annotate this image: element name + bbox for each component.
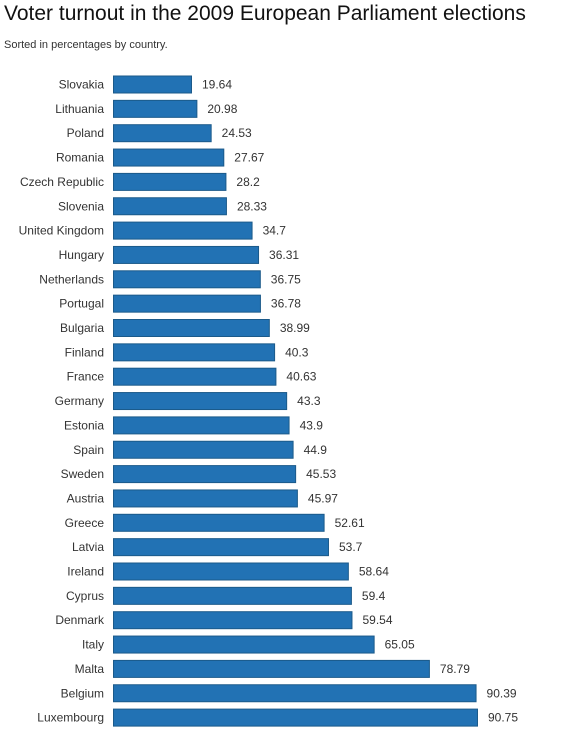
bar bbox=[113, 659, 430, 678]
category-label: Germany bbox=[55, 394, 104, 408]
category-label: Estonia bbox=[64, 418, 104, 432]
category-label: Netherlands bbox=[39, 272, 104, 286]
bar bbox=[113, 197, 227, 216]
category-label: Cyprus bbox=[66, 589, 104, 603]
value-label: 44.9 bbox=[304, 443, 328, 457]
category-label: Luxembourg bbox=[37, 711, 104, 725]
value-label: 45.53 bbox=[306, 467, 336, 481]
bar bbox=[113, 513, 325, 532]
bar bbox=[113, 270, 261, 289]
value-label: 36.78 bbox=[271, 297, 301, 311]
value-label: 34.7 bbox=[263, 224, 287, 238]
category-label: Czech Republic bbox=[20, 175, 104, 189]
bar bbox=[113, 708, 478, 727]
value-label: 43.9 bbox=[300, 418, 324, 432]
bar bbox=[113, 440, 294, 459]
category-label: Sweden bbox=[61, 467, 104, 481]
value-label: 27.67 bbox=[234, 151, 264, 165]
bar bbox=[113, 392, 288, 411]
value-label: 38.99 bbox=[280, 321, 310, 335]
category-label: Latvia bbox=[72, 540, 104, 554]
bar bbox=[113, 343, 276, 362]
category-label: Belgium bbox=[61, 686, 104, 700]
value-label: 40.63 bbox=[286, 370, 316, 384]
bar bbox=[113, 684, 477, 703]
bar bbox=[113, 172, 227, 191]
value-label: 59.54 bbox=[362, 613, 392, 627]
category-label: Portugal bbox=[59, 297, 104, 311]
bar bbox=[113, 99, 198, 118]
value-label: 65.05 bbox=[385, 638, 415, 652]
bar bbox=[113, 635, 375, 654]
bars-group: Slovakia 19.64 Lithuania 20.98 Poland 24.53 Ro… bbox=[19, 75, 518, 727]
value-label: 20.98 bbox=[207, 102, 237, 116]
category-label: Spain bbox=[73, 443, 104, 457]
value-label: 28.33 bbox=[237, 199, 267, 213]
category-label: Denmark bbox=[55, 613, 105, 627]
bar bbox=[113, 489, 298, 508]
category-label: France bbox=[67, 370, 105, 384]
category-label: Slovakia bbox=[59, 78, 105, 92]
value-label: 24.53 bbox=[222, 126, 252, 140]
bar bbox=[113, 562, 349, 581]
category-label: Finland bbox=[65, 345, 104, 359]
category-label: Malta bbox=[75, 662, 105, 676]
bar bbox=[113, 124, 212, 143]
category-label: Italy bbox=[82, 638, 104, 652]
value-label: 19.64 bbox=[202, 78, 232, 92]
bar bbox=[113, 75, 192, 94]
value-label: 36.31 bbox=[269, 248, 299, 262]
bar bbox=[113, 367, 277, 386]
bar bbox=[113, 538, 329, 557]
bar bbox=[113, 319, 270, 337]
value-label: 58.64 bbox=[359, 565, 389, 579]
value-label: 53.7 bbox=[339, 540, 363, 554]
value-label: 40.3 bbox=[285, 345, 309, 359]
category-label: United Kingdom bbox=[19, 224, 104, 238]
category-label: Ireland bbox=[67, 565, 104, 579]
value-label: 43.3 bbox=[297, 394, 321, 408]
value-label: 36.75 bbox=[271, 272, 301, 286]
bar bbox=[113, 245, 260, 264]
value-label: 52.61 bbox=[335, 516, 365, 530]
chart-subtitle: Sorted in percentages by country. bbox=[4, 39, 168, 51]
category-label: Romania bbox=[56, 151, 104, 165]
value-label: 28.2 bbox=[236, 175, 260, 189]
category-label: Poland bbox=[67, 126, 104, 140]
bar bbox=[113, 416, 290, 435]
value-label: 45.97 bbox=[308, 491, 338, 505]
category-label: Lithuania bbox=[55, 102, 104, 116]
bar bbox=[113, 221, 253, 240]
chart-title: Voter turnout in the 2009 European Parli… bbox=[4, 2, 526, 25]
category-label: Austria bbox=[67, 491, 105, 505]
bar bbox=[113, 465, 297, 484]
value-label: 90.39 bbox=[487, 686, 517, 700]
bar bbox=[113, 586, 352, 605]
category-label: Bulgaria bbox=[60, 321, 104, 335]
value-label: 59.4 bbox=[362, 589, 386, 603]
category-label: Greece bbox=[65, 516, 105, 530]
category-label: Hungary bbox=[59, 248, 104, 262]
value-label: 78.79 bbox=[440, 662, 470, 676]
bar bbox=[113, 148, 225, 167]
bar bbox=[113, 294, 261, 313]
bar bbox=[113, 611, 353, 630]
category-label: Slovenia bbox=[58, 199, 104, 213]
value-label: 90.75 bbox=[488, 711, 518, 725]
